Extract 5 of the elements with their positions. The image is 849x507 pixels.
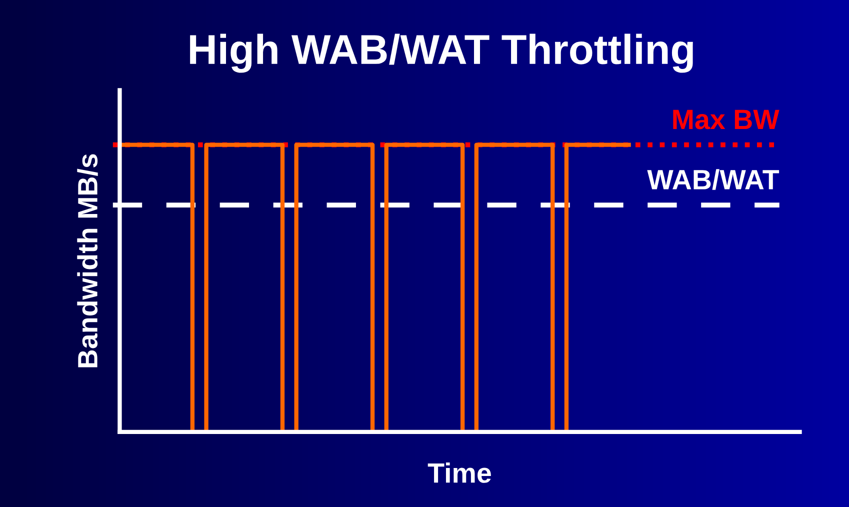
x-axis-title: Time [428, 462, 491, 483]
ref-line-label: WAB/WAT [647, 169, 780, 190]
chart-title: High WAB/WAT Throttling [190, 34, 693, 73]
y-axis-title: Bandwidth MB/s [77, 154, 98, 368]
ref-line-label: Max BW [673, 110, 780, 130]
